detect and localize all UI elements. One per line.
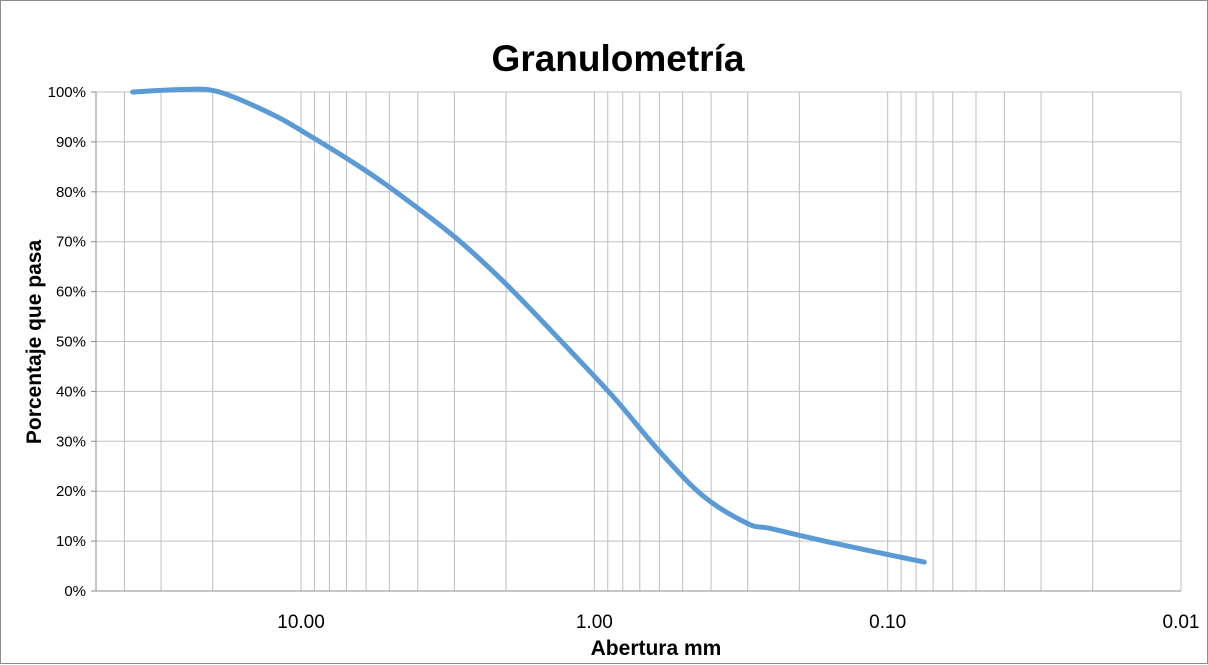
x-axis-title: Abertura mm	[591, 637, 722, 660]
x-tick-label: 0.10	[869, 612, 906, 633]
chart-title: Granulometría	[492, 38, 745, 79]
y-axis-ticks: 0% 10% 20% 30% 40% 50% 60% 70% 80% 90% 100%	[48, 84, 96, 600]
y-tick-label: 90%	[56, 134, 86, 151]
y-tick-label: 10%	[56, 533, 86, 550]
y-tick-label: 50%	[56, 334, 86, 351]
y-tick-label: 40%	[56, 383, 86, 400]
x-tick-label: 0.01	[1163, 612, 1200, 633]
x-tick-label: 10.00	[277, 612, 325, 633]
y-axis-title: Porcentaje que pasa	[23, 240, 46, 445]
y-tick-label: 80%	[56, 184, 86, 201]
y-tick-label: 70%	[56, 234, 86, 251]
gridlines	[96, 92, 1181, 591]
x-tick-label: 1.00	[576, 612, 613, 633]
y-tick-label: 30%	[56, 433, 86, 450]
y-tick-label: 60%	[56, 284, 86, 301]
y-tick-label: 0%	[64, 583, 86, 600]
y-tick-label: 20%	[56, 483, 86, 500]
x-axis-ticks: 10.00 1.00 0.10 0.01	[277, 612, 1199, 633]
y-tick-label: 100%	[48, 84, 86, 101]
